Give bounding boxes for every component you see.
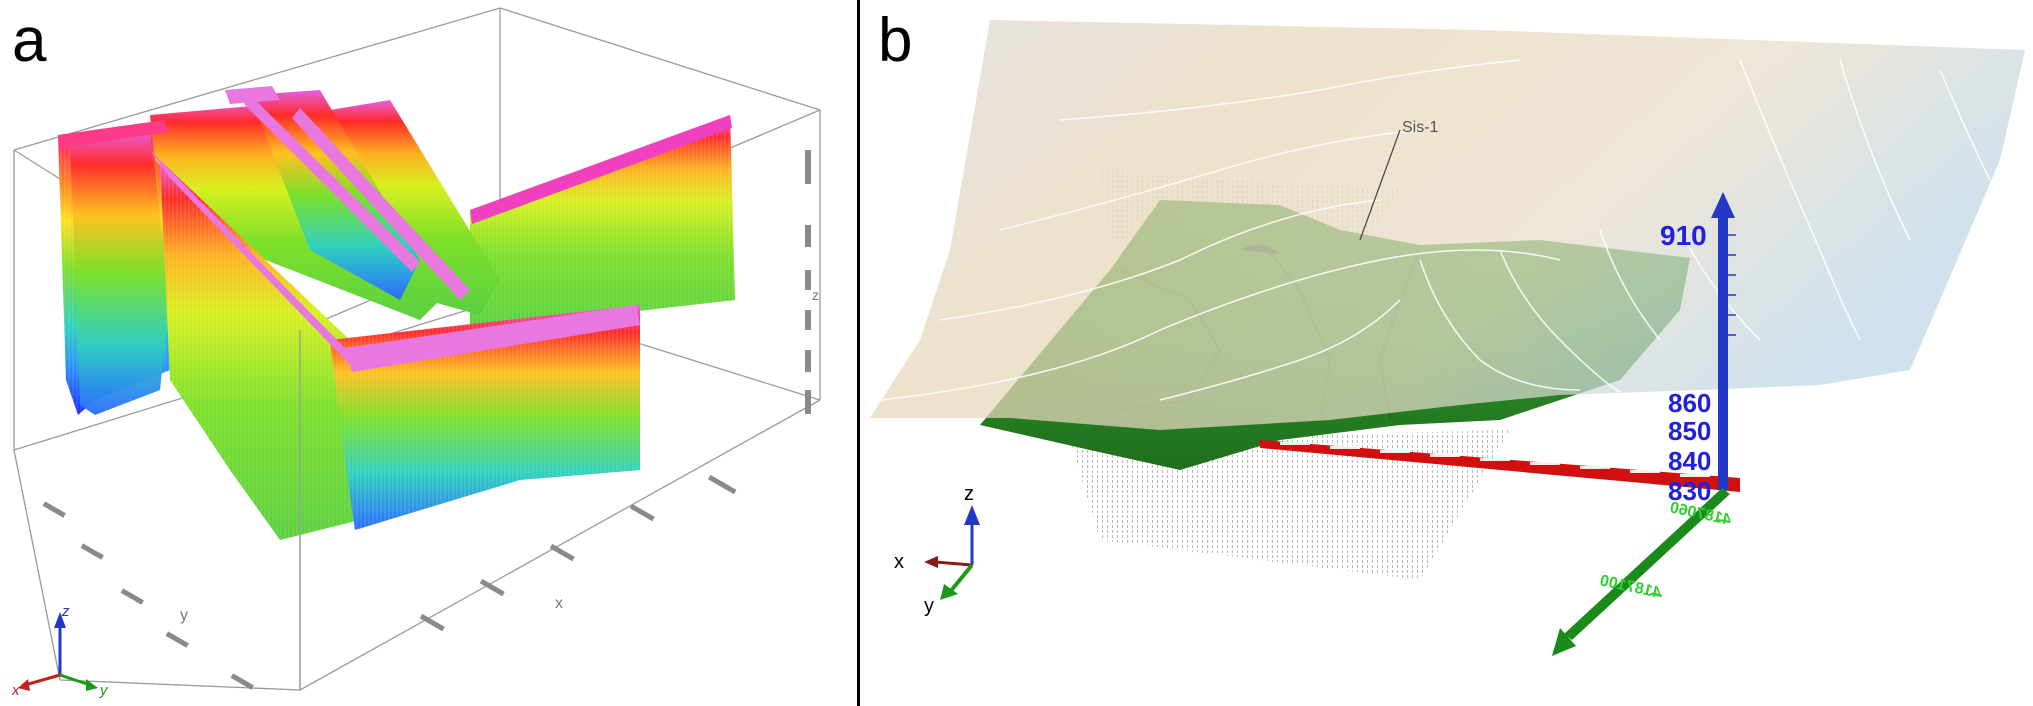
axis-triad-b: z x y	[894, 483, 980, 617]
triad-a-y-label: y	[99, 682, 109, 699]
triad-b-x-label: x	[894, 551, 904, 573]
triad-a-z-label: z	[61, 603, 70, 620]
panel-a-3d-view: x y z z x y	[11, 7, 821, 699]
box-tick-marks	[42, 150, 811, 690]
topographic-surface	[870, 20, 2025, 430]
panel-b-letter: b	[878, 6, 913, 75]
panel-b-3d-view: Sis-1	[870, 20, 2025, 656]
box-x-axis-label: x	[555, 595, 563, 612]
box-y-axis-label: y	[180, 607, 188, 624]
z-tick-850: 850	[1668, 416, 1711, 446]
z-tick-830: 830	[1668, 476, 1711, 506]
z-tick-860: 860	[1668, 388, 1711, 418]
axis-triad-a: z x y	[11, 603, 109, 699]
z-tick-840: 840	[1668, 446, 1711, 476]
panel-a: x y z z x y a	[0, 0, 860, 706]
panel-b: Sis-1	[860, 0, 2033, 706]
y-axis-green: 4187060 4187100	[1552, 488, 1733, 656]
z-axis-blue: 910 860 850 840 830	[1660, 192, 1736, 506]
triad-a-x-label: x	[11, 682, 20, 699]
z-tick-910: 910	[1660, 220, 1707, 251]
annotation-sis-1: Sis-1	[1402, 119, 1439, 136]
x-axis-red	[1260, 440, 1740, 492]
triad-b-z-label: z	[964, 483, 974, 505]
panel-a-letter: a	[12, 6, 47, 75]
triad-b-y-label: y	[924, 595, 934, 617]
resistivity-sections	[58, 86, 735, 540]
box-z-axis-label: z	[812, 287, 819, 303]
